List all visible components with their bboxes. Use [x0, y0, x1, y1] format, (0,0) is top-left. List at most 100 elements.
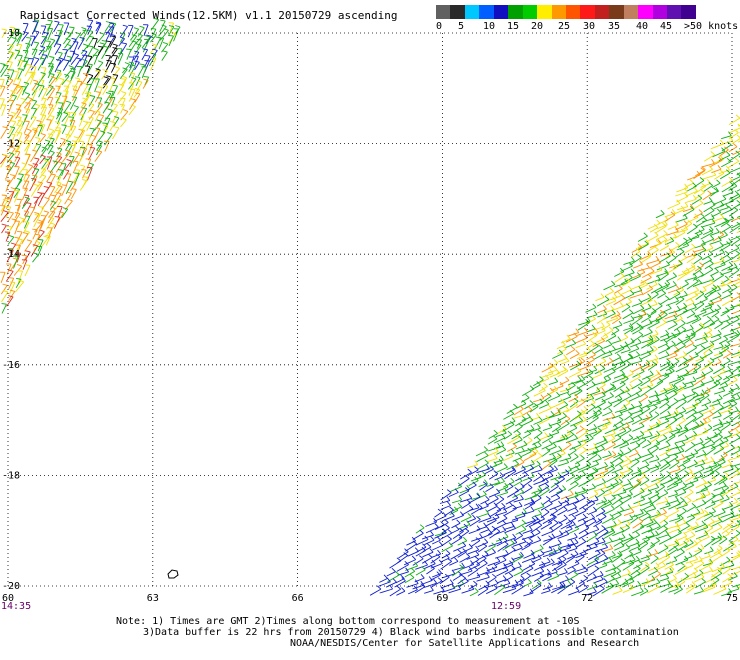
wind-barb-flag [656, 484, 659, 488]
wind-barb [551, 491, 563, 497]
wind-barb [532, 470, 542, 473]
wind-barb-flag [601, 586, 605, 589]
wind-barb-flag [708, 191, 712, 194]
wind-barb-flag [106, 41, 111, 42]
wind-barb [674, 330, 685, 338]
wind-barb-flag [96, 92, 101, 93]
wind-barb-flag [82, 27, 87, 29]
wind-barb [623, 563, 634, 570]
wind-barb-flag [50, 223, 55, 225]
wind-barb [90, 137, 96, 146]
wind-barb-flag [605, 555, 609, 559]
wind-barb [632, 367, 642, 372]
wind-barb [633, 264, 642, 268]
wind-barb-flag [555, 479, 559, 482]
wind-barb [687, 425, 699, 431]
wind-barb-flag [515, 488, 519, 491]
wind-barb-flag [2, 195, 7, 196]
wind-barb-flag [727, 557, 731, 560]
wind-barb-flag [666, 280, 669, 284]
wind-barb-flag [527, 573, 531, 576]
wind-barb [63, 171, 69, 180]
wind-barb-flag [26, 251, 31, 252]
wind-barb-flag [709, 266, 713, 269]
wind-barb [640, 502, 651, 506]
wind-barb-flag [602, 358, 606, 362]
wind-barb-flag [605, 296, 609, 299]
wind-barb [731, 239, 740, 245]
wind-barb-flag [33, 184, 38, 185]
wind-barb-flag [2, 284, 7, 285]
wind-barb-flag [95, 128, 100, 129]
wind-barb-flag [678, 338, 682, 341]
wind-barb-flag [25, 265, 30, 266]
wind-barb-flag [653, 346, 657, 349]
wind-barb [587, 586, 597, 590]
wind-barb [18, 271, 23, 284]
wind-barb-flag [621, 559, 625, 562]
wind-barb [22, 199, 30, 209]
wind-barb-flag [58, 103, 63, 104]
wind-barb-flag [524, 441, 527, 445]
wind-barb [721, 583, 732, 588]
wind-barb [602, 518, 613, 524]
wind-barb-flag [726, 531, 730, 534]
wind-barb-flag [598, 455, 601, 459]
wind-barb-flag [665, 296, 669, 299]
x-tick-label: 72 [581, 593, 593, 604]
wind-barb [720, 173, 730, 179]
wind-barb-flag [87, 56, 92, 57]
wind-barb [714, 486, 727, 491]
wind-barb-flag [563, 561, 567, 564]
wind-barb-flag [550, 466, 554, 469]
wind-barb-flag [35, 138, 40, 139]
wind-barb-flag [0, 63, 5, 64]
wind-barb-flag [511, 449, 514, 453]
wind-barb [30, 208, 35, 217]
wind-barb-flag [731, 215, 734, 219]
wind-barb [70, 28, 75, 37]
wind-barb-flag [720, 242, 724, 246]
wind-barb-flag [679, 586, 683, 589]
wind-barb [495, 467, 508, 473]
wind-barb-flag [583, 416, 587, 419]
wind-barb [660, 246, 669, 251]
wind-barb-flag [545, 433, 548, 437]
wind-barb-flag [662, 562, 665, 566]
wind-barb-flag [729, 262, 733, 266]
wind-barb-flag [50, 39, 55, 41]
wind-barb [533, 514, 542, 517]
wind-barb-flag [656, 336, 660, 339]
wind-barb-flag [709, 197, 712, 201]
wind-barb-flag [657, 579, 660, 583]
wind-barb [666, 336, 675, 342]
wind-barb-flag [82, 179, 87, 180]
wind-barb [118, 85, 124, 94]
wind-barb-flag [564, 507, 568, 510]
wind-barb-flag [7, 160, 12, 161]
wind-barb [711, 443, 723, 449]
wind-barb-flag [11, 121, 16, 122]
wind-barb-flag [532, 517, 536, 520]
wind-barb [467, 577, 480, 581]
wind-barb-flag [531, 532, 534, 536]
wind-barb-flag [420, 525, 424, 528]
wind-barb [615, 461, 623, 466]
wind-barb [81, 46, 88, 54]
wind-barb [659, 355, 669, 359]
wind-barb [658, 344, 667, 348]
wind-barb-flag [41, 104, 46, 105]
wind-barb [23, 62, 28, 71]
wind-barb-flag [631, 404, 634, 408]
wind-barb-flag [502, 503, 506, 507]
wind-barb-flag [50, 211, 55, 212]
wind-barb [732, 413, 740, 420]
wind-barb-flag [431, 531, 434, 535]
wind-barb [549, 382, 558, 385]
wind-barb [516, 445, 527, 449]
wind-barb-flag [594, 582, 597, 586]
wind-barb-flag [610, 545, 613, 549]
wind-barb-flag [727, 350, 731, 353]
wind-barb [479, 518, 492, 523]
wind-barb [32, 81, 38, 90]
